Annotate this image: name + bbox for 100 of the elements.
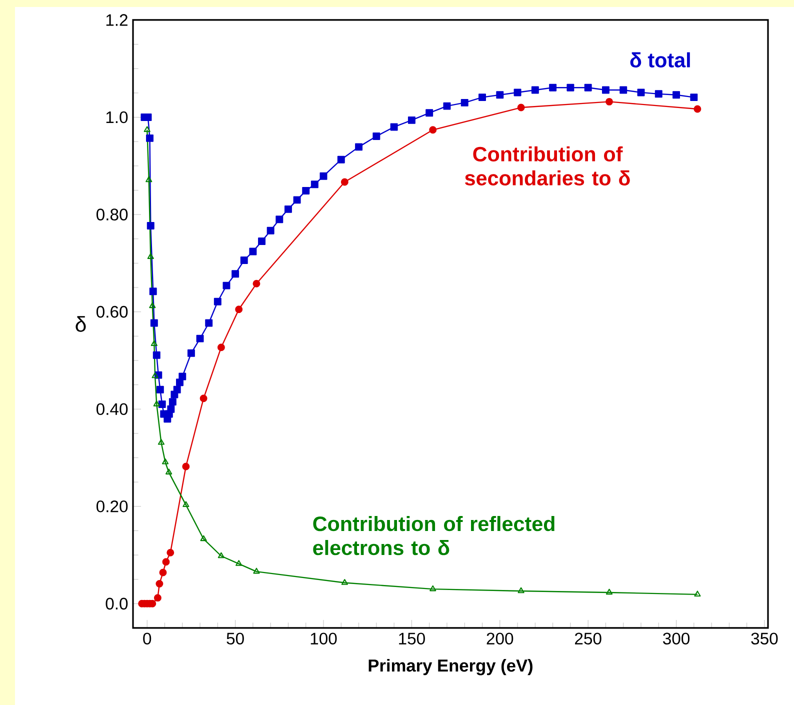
point (478, 94, 486, 102)
point (156, 580, 164, 588)
point (249, 248, 257, 256)
point (690, 94, 698, 102)
x-axis-title: Primary Energy (eV) (368, 658, 532, 676)
point (340, 178, 348, 186)
point (168, 398, 176, 406)
point (162, 558, 170, 566)
point (146, 222, 154, 230)
point (426, 109, 434, 117)
x-tick-label: 50 (226, 632, 244, 644)
point (200, 394, 208, 402)
point (146, 134, 154, 142)
point (310, 180, 318, 188)
point (218, 552, 224, 558)
point (390, 123, 398, 131)
point (154, 594, 162, 602)
point (235, 306, 243, 314)
point (606, 98, 613, 106)
point (200, 535, 207, 542)
y-tick-label: 1.2 (106, 14, 128, 26)
y-tick-label: 1.0 (106, 111, 128, 124)
point (337, 156, 345, 164)
point (496, 91, 504, 99)
point (232, 270, 240, 278)
point (258, 238, 266, 246)
point (443, 102, 451, 110)
point (566, 84, 574, 92)
x-tick-label: 150 (399, 632, 425, 644)
point (606, 588, 613, 595)
point (302, 186, 310, 194)
point (372, 132, 380, 140)
point (430, 585, 436, 592)
point (166, 548, 174, 556)
point (284, 205, 292, 213)
point (276, 216, 284, 224)
point (549, 84, 557, 92)
point (266, 226, 274, 234)
series-label: Contribution of secondaries to δ (465, 146, 630, 186)
point (672, 91, 680, 99)
point (252, 280, 260, 288)
point (654, 90, 662, 98)
y-tick-label: 0.80 (96, 208, 128, 220)
point (144, 126, 150, 132)
point (514, 88, 522, 96)
point (196, 334, 204, 342)
point (158, 438, 165, 445)
series-label: δ total (630, 52, 690, 68)
point (240, 256, 248, 264)
point (320, 172, 328, 180)
point (159, 568, 167, 576)
point (166, 468, 172, 474)
point (182, 501, 190, 508)
point (205, 319, 213, 327)
point (408, 116, 416, 124)
y-tick-label: 0.40 (96, 403, 128, 416)
point (149, 302, 156, 308)
point (253, 568, 260, 574)
point (694, 105, 702, 113)
y-axis-title: δ (76, 316, 86, 332)
point (153, 400, 160, 406)
point (429, 126, 437, 134)
x-tick-label: 200 (486, 632, 514, 644)
x-tick-label: 350 (751, 632, 778, 644)
point (222, 282, 230, 290)
point (217, 344, 225, 352)
point (602, 86, 610, 94)
point (187, 349, 195, 357)
point (173, 386, 181, 394)
point (341, 579, 348, 585)
point (694, 590, 701, 597)
point (152, 351, 160, 359)
point (620, 86, 628, 94)
point (158, 400, 166, 408)
point (152, 372, 158, 378)
point (149, 288, 157, 296)
point (460, 98, 468, 106)
point (182, 462, 190, 470)
point (147, 253, 154, 259)
x-tick-label: 0 (143, 632, 152, 644)
y-tick-label: 0.20 (96, 500, 128, 512)
point (236, 560, 242, 566)
point (517, 104, 525, 112)
point (637, 88, 645, 96)
y-tick-label: 0.0 (106, 598, 128, 610)
point (214, 298, 222, 306)
x-tick-label: 300 (663, 632, 690, 644)
point (178, 372, 186, 380)
x-tick-label: 100 (310, 632, 337, 644)
y-tick-label: 0.60 (96, 306, 128, 318)
point (146, 176, 152, 182)
point (150, 340, 158, 346)
point (518, 587, 524, 594)
x-tick-label: 250 (575, 632, 602, 644)
point (293, 196, 301, 204)
point (162, 458, 169, 464)
point (584, 84, 592, 92)
point (355, 143, 363, 151)
point (531, 86, 539, 94)
series-label: Contribution of reflected electrons to δ (313, 516, 554, 556)
